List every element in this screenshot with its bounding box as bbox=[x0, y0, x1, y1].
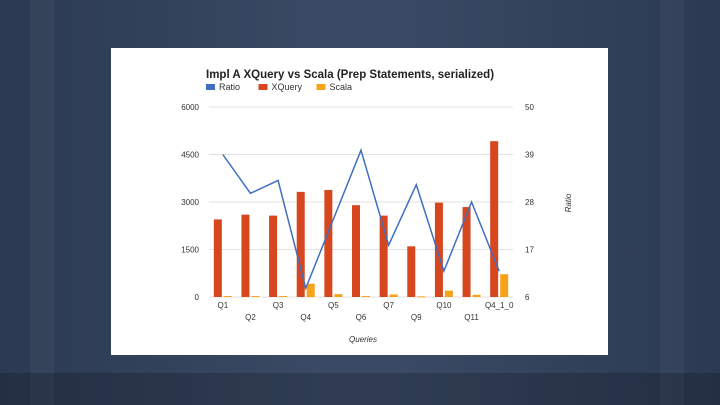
y2-tick-label: 6 bbox=[525, 293, 530, 302]
x-tick-label: Q9 bbox=[411, 313, 422, 322]
bar-scala bbox=[279, 296, 288, 298]
y2-tick-label: 50 bbox=[525, 103, 534, 112]
chart-card: Impl A XQuery vs Scala (Prep Statements,… bbox=[111, 48, 608, 355]
bar-scala bbox=[500, 274, 509, 297]
x-tick-label: Q1 bbox=[217, 301, 228, 310]
x-tick-label: Q3 bbox=[273, 301, 284, 310]
background-bottom-band bbox=[0, 373, 720, 405]
x-tick-label: Q5 bbox=[328, 301, 339, 310]
legend: Ratio XQuery Scala bbox=[206, 82, 352, 92]
bar-xquery bbox=[379, 215, 388, 297]
bar-xquery bbox=[213, 219, 222, 297]
x-axis-title: Queries bbox=[349, 335, 377, 344]
bar-xquery bbox=[296, 191, 305, 297]
chart-title: Impl A XQuery vs Scala (Prep Statements,… bbox=[206, 69, 494, 81]
x-tick-label: Q7 bbox=[383, 301, 394, 310]
bar-xquery bbox=[434, 202, 443, 297]
x-tick-label: Q4_1_0 bbox=[485, 301, 514, 310]
bar-xquery bbox=[490, 141, 499, 297]
bar-xquery bbox=[407, 246, 416, 297]
bar-xquery bbox=[324, 189, 333, 297]
bar-scala bbox=[417, 296, 426, 298]
bar-scala bbox=[334, 294, 343, 297]
y2-tick-label: 28 bbox=[525, 198, 534, 207]
y-tick-label: 0 bbox=[195, 293, 200, 302]
bar-xquery bbox=[462, 207, 471, 297]
y-axis-left: 0 1500 3000 4500 6000 bbox=[181, 103, 199, 302]
y2-tick-label: 17 bbox=[525, 246, 534, 255]
bar-scala bbox=[472, 294, 481, 297]
legend-label: XQuery bbox=[272, 82, 303, 92]
legend-label: Scala bbox=[330, 82, 353, 92]
y-tick-label: 3000 bbox=[181, 198, 199, 207]
legend-swatch bbox=[258, 84, 268, 90]
x-tick-label: Q10 bbox=[436, 301, 452, 310]
x-tick-label: Q2 bbox=[245, 313, 256, 322]
y-tick-label: 1500 bbox=[181, 246, 199, 255]
gridlines bbox=[209, 106, 513, 298]
bar-scala bbox=[251, 296, 260, 298]
x-axis: Q1 Q2 Q3 Q4 Q5 Q6 Q7 Q9 Q10 Q11 Q4_1_0 bbox=[217, 301, 513, 322]
y2-axis-title: Ratio bbox=[564, 193, 573, 212]
y-axis-right: 6 17 28 39 50 bbox=[525, 103, 534, 302]
bar-xquery bbox=[269, 215, 278, 297]
background-stripe bbox=[30, 0, 54, 405]
bar-scala bbox=[444, 290, 453, 297]
bar-scala bbox=[362, 296, 370, 298]
legend-swatch bbox=[206, 84, 215, 90]
y2-tick-label: 39 bbox=[525, 151, 534, 160]
bar-scala bbox=[306, 283, 315, 297]
ratio-line-group bbox=[222, 147, 500, 291]
bar-scala bbox=[223, 296, 232, 298]
legend-label: Ratio bbox=[219, 82, 240, 92]
x-tick-label: Q6 bbox=[356, 313, 367, 322]
x-tick-label: Q4 bbox=[300, 313, 311, 322]
y-tick-label: 4500 bbox=[181, 151, 199, 160]
bars bbox=[213, 141, 509, 298]
chart-svg: Impl A XQuery vs Scala (Prep Statements,… bbox=[181, 69, 573, 344]
bar-xquery bbox=[352, 205, 360, 297]
legend-swatch bbox=[316, 84, 326, 90]
background-stripe bbox=[660, 0, 684, 405]
bar-xquery bbox=[241, 214, 250, 297]
y-tick-label: 6000 bbox=[181, 103, 199, 112]
bar-scala bbox=[389, 294, 398, 297]
x-tick-label: Q11 bbox=[464, 313, 479, 322]
ratio-line bbox=[222, 147, 500, 291]
